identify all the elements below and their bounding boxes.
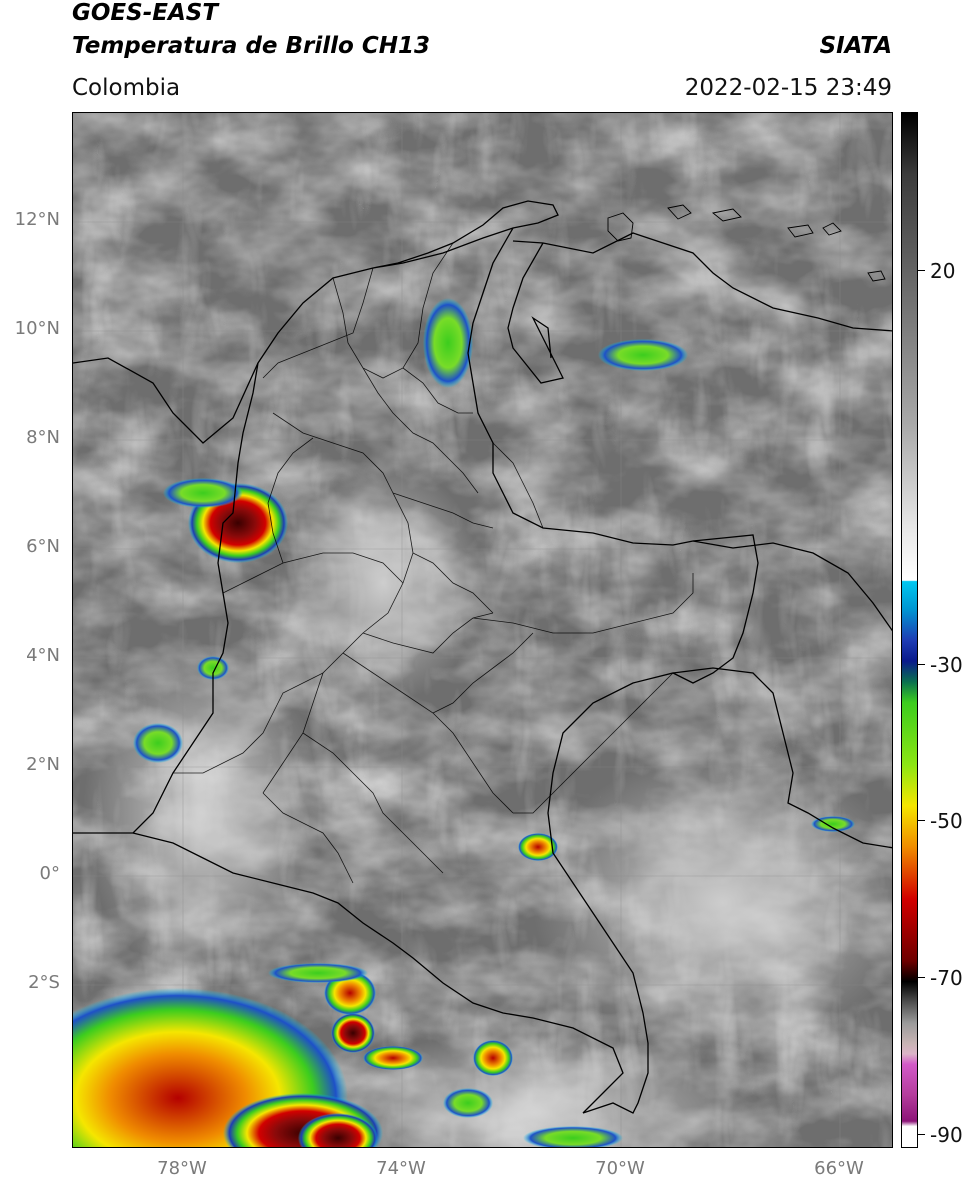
colorbar-tick-minus30 xyxy=(918,664,925,665)
lon-label-78w: 78°W xyxy=(157,1158,207,1179)
storm-cells xyxy=(73,298,855,1147)
colorbar-label-20: 20 xyxy=(930,259,956,283)
colorbar-label-minus70: -70 xyxy=(930,966,963,990)
satellite-map xyxy=(72,112,893,1148)
islands xyxy=(607,204,886,282)
region-label: Colombia xyxy=(72,75,181,101)
country-borders xyxy=(73,200,892,1114)
map-canvas xyxy=(73,113,892,1147)
lat-label-12n: 12°N xyxy=(14,209,60,230)
timestamp-label: 2022-02-15 23:49 xyxy=(684,75,892,101)
storm-vaupes xyxy=(518,833,558,861)
title-satellite: GOES-EAST xyxy=(72,0,219,26)
storm-caribbean xyxy=(423,298,473,388)
lon-label-66w: 66°W xyxy=(814,1158,864,1179)
lat-label-2s: 2°S xyxy=(28,972,60,993)
lat-label-2n: 2°N xyxy=(26,754,60,775)
lat-label-4n: 4°N xyxy=(26,645,60,666)
colorbar-label-minus30: -30 xyxy=(930,653,963,677)
brand-label: SIATA xyxy=(819,33,892,59)
lon-label-74w: 74°W xyxy=(376,1158,426,1179)
colorbar-tick-minus50 xyxy=(918,820,925,821)
graticule xyxy=(73,113,892,1147)
lat-label-6n: 6°N xyxy=(26,536,60,557)
title-product: Temperatura de Brillo CH13 xyxy=(72,33,430,59)
lat-label-10n: 10°N xyxy=(14,318,60,339)
department-borders xyxy=(173,242,694,884)
lat-label-8n: 8°N xyxy=(26,427,60,448)
lon-label-70w: 70°W xyxy=(595,1158,645,1179)
colorbar-label-minus90: -90 xyxy=(930,1123,963,1147)
colorbar xyxy=(901,112,918,1148)
storm-putumayo-b xyxy=(331,1013,375,1053)
colorbar-label-minus50: -50 xyxy=(930,809,963,833)
colorbar-tick-minus70 xyxy=(918,977,925,978)
colorbar-tick-20 xyxy=(918,270,925,271)
colorbar-tick-minus90 xyxy=(918,1134,925,1135)
lat-label-0: 0° xyxy=(39,863,60,884)
